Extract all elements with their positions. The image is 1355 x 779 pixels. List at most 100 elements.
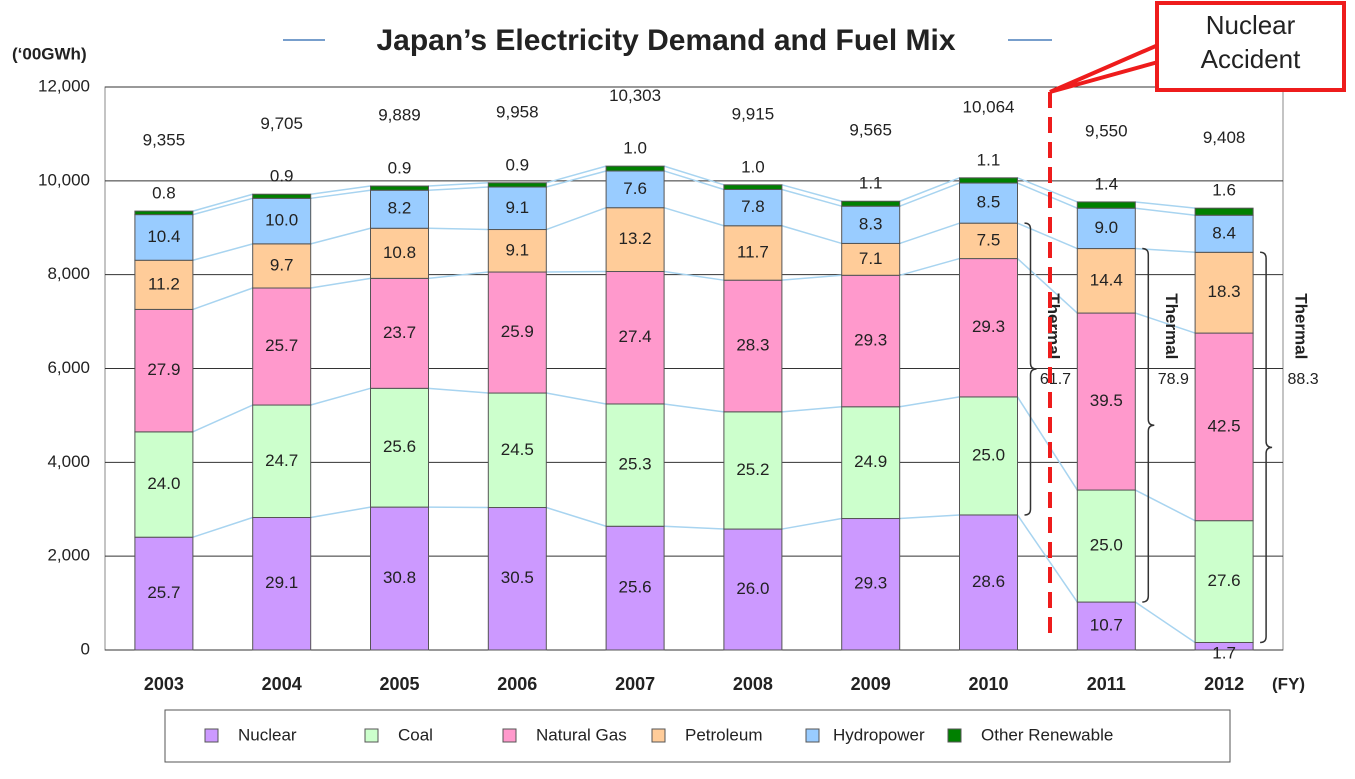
value-label: 24.0 [147, 474, 180, 493]
connector-line [900, 183, 960, 206]
total-label: 9,550 [1085, 121, 1128, 140]
connector-line [782, 189, 842, 206]
legend-swatch [503, 729, 516, 742]
value-label: 13.2 [619, 229, 652, 248]
value-label: 24.9 [854, 452, 887, 471]
connector-line [1018, 178, 1078, 202]
value-label: 1.0 [623, 139, 647, 158]
value-label: 0.9 [270, 167, 294, 186]
connector-line [1018, 223, 1078, 248]
value-label: 18.3 [1208, 282, 1241, 301]
connector-line [311, 278, 371, 288]
value-label: 28.3 [736, 335, 769, 354]
value-label: 1.7 [1212, 644, 1236, 663]
value-label: 10.8 [383, 243, 416, 262]
connector-line [193, 405, 253, 432]
value-label: 9.1 [505, 240, 529, 259]
legend-label: Nuclear [238, 725, 297, 744]
connector-line [1135, 602, 1195, 642]
thermal-label: Thermal [1044, 293, 1063, 359]
x-tick-label: 2010 [968, 674, 1008, 694]
x-tick-label: 2003 [144, 674, 184, 694]
connector-line [1018, 397, 1078, 490]
connector-line [1135, 208, 1195, 215]
total-label: 9,889 [378, 106, 421, 125]
value-label: 25.0 [1090, 536, 1123, 555]
bar-segment [1195, 208, 1253, 215]
value-label: 23.7 [383, 323, 416, 342]
connector-line [664, 404, 724, 412]
thermal-label: Thermal [1292, 293, 1311, 359]
legend-label: Hydropower [833, 725, 925, 744]
connector-line [311, 507, 371, 517]
total-label: 9,565 [849, 121, 892, 140]
value-label: 29.3 [972, 317, 1005, 336]
y-tick-label: 2,000 [47, 546, 90, 565]
bar-segment [135, 211, 193, 215]
connector-line [193, 288, 253, 309]
connector-line [664, 171, 724, 190]
connector-line [546, 208, 606, 230]
value-label: 1.1 [859, 174, 883, 193]
x-tick-label: 2009 [851, 674, 891, 694]
connector-line [1018, 515, 1078, 602]
connector-line [311, 388, 371, 405]
value-label: 8.4 [1212, 223, 1236, 242]
legend-label: Natural Gas [536, 725, 627, 744]
connector-line [311, 186, 371, 194]
total-label: 10,064 [963, 97, 1015, 116]
value-label: 14.4 [1090, 270, 1123, 289]
connector-line [900, 515, 960, 519]
value-label: 11.7 [737, 242, 769, 261]
connector-line [193, 518, 253, 538]
connector-line [546, 166, 606, 183]
connector-line [311, 190, 371, 198]
thermal-brace [1260, 252, 1272, 642]
value-label: 8.3 [859, 214, 883, 233]
value-label: 25.6 [383, 437, 416, 456]
connector-line [782, 185, 842, 201]
value-label: 25.7 [265, 336, 298, 355]
value-label: 29.3 [854, 331, 887, 350]
total-label: 9,958 [496, 102, 539, 121]
bar-segment [960, 178, 1018, 183]
thermal-value: 61.7 [1040, 371, 1071, 388]
connector-line [429, 187, 489, 190]
x-axis-label: (FY) [1272, 674, 1305, 693]
connector-line [782, 226, 842, 244]
total-label: 9,408 [1203, 128, 1246, 147]
value-label: 30.5 [501, 568, 534, 587]
value-label: 1.4 [1094, 174, 1118, 193]
legend-label: Other Renewable [981, 725, 1113, 744]
y-axis-label: (‘00GWh) [12, 44, 87, 63]
connector-line [900, 259, 960, 276]
callout-pointer [1050, 45, 1158, 92]
callout-text: Nuclear Accident [1160, 8, 1341, 76]
value-label: 27.9 [147, 360, 180, 379]
y-tick-label: 4,000 [47, 452, 90, 471]
value-label: 9.1 [505, 198, 529, 217]
connector-line [546, 508, 606, 527]
value-label: 10.4 [147, 227, 180, 246]
value-label: 24.5 [501, 440, 534, 459]
chart-title: Japan’s Electricity Demand and Fuel Mix [376, 24, 955, 57]
value-label: 28.6 [972, 572, 1005, 591]
connector-line [429, 183, 489, 186]
connector-line [193, 244, 253, 260]
connector-line [429, 272, 489, 278]
value-label: 27.4 [619, 327, 652, 346]
connector-line [782, 407, 842, 412]
connector-line [429, 228, 489, 229]
value-label: 25.7 [147, 583, 180, 602]
callout-wrap: Nuclear Accident [1160, 8, 1341, 86]
value-label: 39.5 [1090, 391, 1123, 410]
bar-segment [842, 201, 900, 206]
connector-line [311, 228, 371, 244]
bar-segment [253, 194, 311, 198]
value-label: 25.2 [736, 460, 769, 479]
legend-label: Coal [398, 725, 433, 744]
connector-line [664, 526, 724, 529]
value-label: 25.9 [501, 322, 534, 341]
connector-line [782, 519, 842, 530]
